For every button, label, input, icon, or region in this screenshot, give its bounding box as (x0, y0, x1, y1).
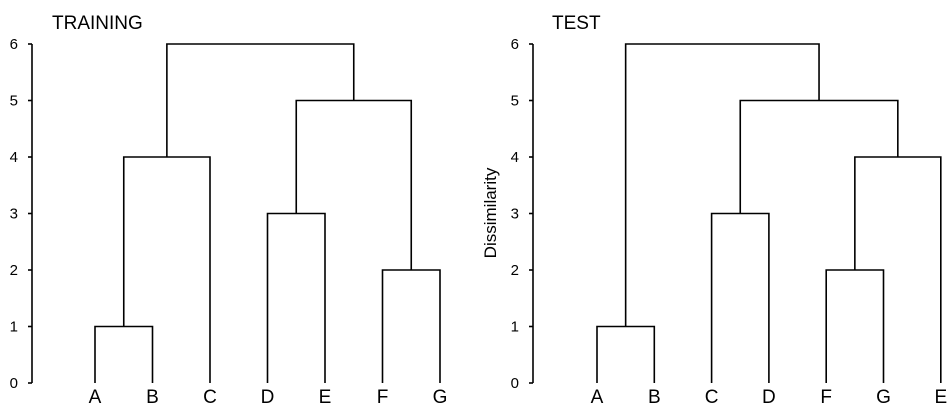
merge-link-abcdefg (166, 43, 355, 157)
y-tick-label: 2 (511, 262, 519, 279)
leaf-label-c: C (705, 387, 719, 406)
merge-link-ab (596, 325, 656, 383)
test-title: TEST (552, 13, 601, 34)
leaf-label-f: F (377, 387, 389, 406)
test-y-axis-title: Dissimilarity (481, 167, 500, 258)
test-dendrogram: TEST Dissimilarity 0 1 2 3 4 5 6 A B C D F G E (481, 13, 947, 406)
merge-link-cd (710, 212, 770, 383)
merge-link-defg (295, 99, 413, 270)
merge-link-ab (94, 325, 154, 383)
leaf-label-e: E (319, 387, 332, 406)
y-tick-label: 2 (10, 262, 18, 279)
y-tick-label: 5 (10, 93, 18, 110)
y-tick-label: 1 (511, 319, 519, 336)
leaf-label-d: D (261, 387, 275, 406)
leaf-label-f: F (820, 387, 832, 406)
merge-link-fg (825, 269, 885, 383)
leaf-label-a: A (89, 387, 102, 406)
y-tick-label: 3 (10, 206, 18, 223)
training-dendrogram: TRAINING 0 1 2 3 4 5 6 A B C D E F G (10, 13, 448, 406)
leaf-label-e: E (934, 387, 947, 406)
y-tick-label: 0 (511, 375, 519, 392)
leaf-label-a: A (591, 387, 604, 406)
y-tick-label: 4 (10, 149, 18, 166)
leaf-label-b: B (648, 387, 661, 406)
y-tick-label: 6 (10, 36, 18, 53)
y-tick-label: 4 (511, 149, 519, 166)
leaf-label-g: G (876, 387, 891, 406)
leaf-label-g: G (433, 387, 448, 406)
merge-link-de (266, 212, 326, 383)
training-title: TRAINING (52, 13, 143, 34)
merge-link-fg (381, 269, 441, 383)
merge-link-abc (122, 156, 211, 383)
y-tick-label: 5 (511, 93, 519, 110)
y-tick-label: 3 (511, 206, 519, 223)
y-tick-label: 0 (10, 375, 18, 392)
leaf-label-d: D (762, 387, 776, 406)
leaf-label-b: B (146, 387, 159, 406)
leaf-label-c: C (203, 387, 217, 406)
y-tick-label: 6 (511, 36, 519, 53)
y-tick-label: 1 (10, 319, 18, 336)
merge-link-abcdfge (624, 43, 820, 327)
